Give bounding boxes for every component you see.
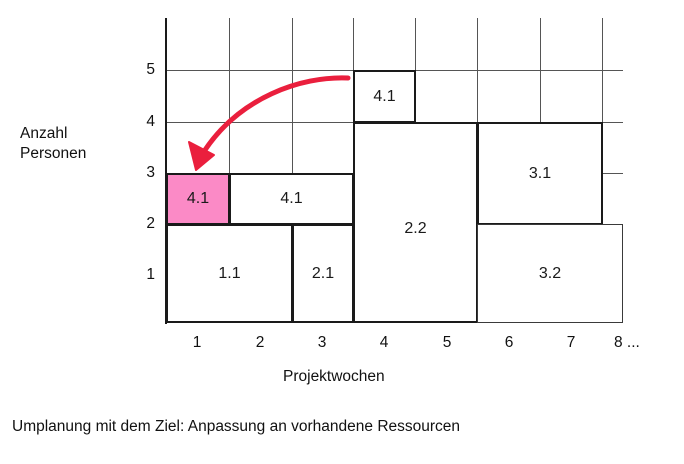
y-axis-line (165, 18, 167, 324)
task-block-label: 3.2 (538, 264, 562, 282)
gridline-v-1 (229, 18, 230, 322)
task-block-3-1[interactable]: 3.1 (477, 122, 603, 225)
task-block-label: 2.2 (404, 220, 427, 237)
task-block-4-1-moved[interactable]: 4.1 (166, 173, 230, 225)
task-block-1-1[interactable]: 1.1 (166, 224, 293, 323)
task-block-label: 1.1 (218, 264, 241, 282)
x-tick-2: 2 (255, 334, 265, 351)
x-axis-title: Projektwochen (283, 368, 385, 385)
task-block-label: 4.1 (373, 87, 396, 105)
y-tick-3: 3 (146, 164, 155, 181)
y-tick-1: 1 (146, 266, 155, 283)
move-arrow-curve (202, 75, 351, 153)
y-tick-2: 2 (146, 215, 155, 232)
x-tick-3: 3 (317, 334, 327, 351)
task-block-4-1-original-lower[interactable]: 4.1 (229, 173, 354, 225)
x-tick-5: 5 (442, 334, 452, 351)
task-block-label: 3.1 (528, 164, 552, 182)
task-block-label: 4.1 (280, 190, 303, 207)
x-tick-6: 6 (504, 334, 514, 351)
task-block-label: 2.1 (311, 264, 335, 282)
x-tick-1: 1 (192, 334, 202, 351)
move-arrow-head (188, 141, 215, 171)
x-tick-4: 4 (379, 334, 389, 351)
task-block-3-2[interactable]: 3.2 (477, 224, 623, 323)
x-tick-8: 8 ... (614, 334, 640, 351)
task-block-label: 4.1 (186, 190, 210, 207)
task-block-2-1[interactable]: 2.1 (292, 224, 354, 323)
y-axis-title: Anzahl Personen (20, 125, 87, 162)
figure-caption: Umplanung mit dem Ziel: Anpassung an vor… (12, 418, 461, 435)
x-tick-7: 7 (566, 334, 576, 351)
gridline-v-2 (292, 18, 293, 322)
task-block-4-1-top[interactable]: 4.1 (353, 70, 416, 123)
y-tick-4: 4 (146, 113, 155, 130)
y-tick-5: 5 (146, 61, 155, 78)
task-block-2-2[interactable]: 2.2 (353, 122, 478, 323)
